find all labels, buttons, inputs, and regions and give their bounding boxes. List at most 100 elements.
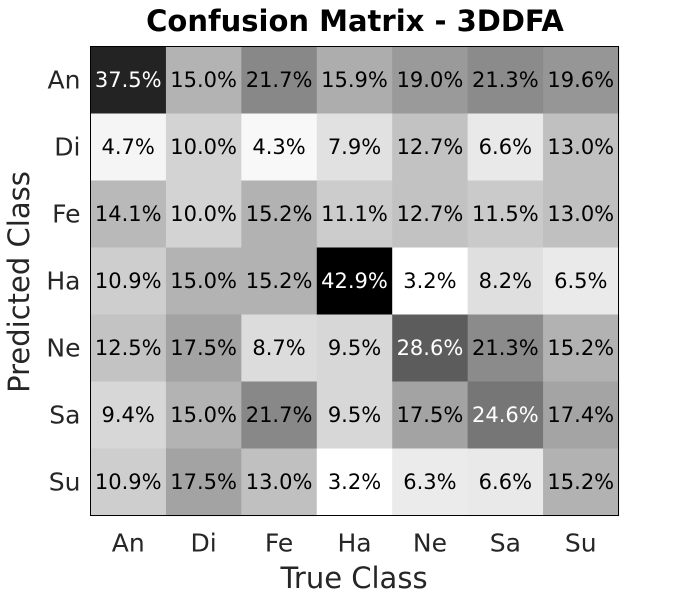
cell-value-label: 9.5% — [328, 403, 381, 427]
heatmap-cell-di-sa — [467, 113, 544, 182]
heatmap-cell-sa-su — [543, 381, 620, 450]
cell-value-label: 9.5% — [328, 336, 381, 360]
x-tick-label-an: An — [112, 529, 145, 558]
heatmap-cell-su-ne — [392, 448, 469, 517]
cell-value-label: 21.7% — [246, 403, 313, 427]
cell-value-label: 15.0% — [170, 68, 237, 92]
heatmap-cell-sa-di — [165, 381, 242, 450]
y-axis-tick-labels: An Di Fe Ha Ne Sa Su — [46, 66, 80, 497]
y-tick-label-an: An — [48, 66, 81, 95]
cell-value-label: 15.2% — [547, 336, 614, 360]
cell-value-label: 17.5% — [397, 403, 464, 427]
cell-value-label: 3.2% — [403, 269, 456, 293]
cell-value-label: 6.3% — [403, 470, 456, 494]
heatmap-cell-ha-sa — [467, 247, 544, 316]
cell-value-label: 10.0% — [170, 202, 237, 226]
cell-value-label: 7.9% — [328, 135, 381, 159]
heatmap-cell-fe-ha — [316, 180, 393, 249]
heatmap-cell-ha-su — [543, 247, 620, 316]
heatmap-cell-di-ha — [316, 113, 393, 182]
heatmap-cell-su-ha — [316, 448, 393, 517]
cell-value-label: 42.9% — [321, 269, 388, 293]
x-tick-label-su: Su — [565, 529, 597, 558]
heatmap-cell-sa-an — [90, 381, 167, 450]
x-tick-label-fe: Fe — [265, 529, 293, 558]
heatmap-cell-ha-an — [90, 247, 167, 316]
y-tick-label-fe: Fe — [52, 200, 80, 229]
heatmap-cell-su-sa — [467, 448, 544, 517]
cell-value-label: 12.7% — [397, 202, 464, 226]
cell-value-label: 17.5% — [170, 470, 237, 494]
heatmap-cell-di-su — [543, 113, 620, 182]
cell-value-label: 11.1% — [321, 202, 388, 226]
cell-value-label: 37.5% — [95, 68, 162, 92]
cell-value-label: 10.0% — [170, 135, 237, 159]
x-tick-label-ne: Ne — [413, 529, 447, 558]
cell-value-label: 12.5% — [95, 336, 162, 360]
cell-value-label: 10.9% — [95, 269, 162, 293]
x-tick-label-sa: Sa — [490, 529, 521, 558]
heatmap-cell-sa-sa — [467, 381, 544, 450]
cell-value-label: 10.9% — [95, 470, 162, 494]
cell-value-label: 15.2% — [246, 269, 313, 293]
heatmap-cell-ha-ne — [392, 247, 469, 316]
heatmap-cell-ne-fe — [241, 314, 318, 383]
heatmap-cell-su-di — [165, 448, 242, 517]
cell-value-label: 28.6% — [397, 336, 464, 360]
cell-value-label: 6.6% — [479, 470, 532, 494]
cell-value-label: 15.0% — [170, 269, 237, 293]
y-tick-label-ha: Ha — [46, 267, 80, 296]
heatmap-cell-ne-sa — [467, 314, 544, 383]
cell-value-label: 21.3% — [472, 336, 539, 360]
cell-value-label: 4.3% — [252, 135, 305, 159]
heatmap-cell-sa-fe — [241, 381, 318, 450]
cell-value-label: 15.2% — [246, 202, 313, 226]
heatmap-cell-an-di — [165, 46, 242, 115]
heatmap-cell-fe-fe — [241, 180, 318, 249]
y-tick-label-ne: Ne — [46, 334, 80, 363]
cell-value-label: 17.5% — [170, 336, 237, 360]
heatmap-cell-di-ne — [392, 113, 469, 182]
heatmap-cell-fe-su — [543, 180, 620, 249]
cell-value-label: 6.5% — [554, 269, 607, 293]
x-axis-label: True Class — [279, 561, 427, 595]
heatmap-cell-ne-ha — [316, 314, 393, 383]
cell-value-label: 21.3% — [472, 68, 539, 92]
chart-title: Confusion Matrix - 3DDFA — [146, 4, 564, 38]
cell-value-label: 11.5% — [472, 202, 539, 226]
heatmap-cell-labels: 37.5% 15.0% 21.7% 15.9% 19.0% 21.3% 19.6% 4.7% 1… — [95, 68, 614, 494]
heatmap-cell-di-di — [165, 113, 242, 182]
y-axis-label: Predicted Class — [2, 171, 36, 393]
x-tick-label-di: Di — [191, 529, 217, 558]
cell-value-label: 12.7% — [397, 135, 464, 159]
cell-value-label: 6.6% — [479, 135, 532, 159]
cell-value-label: 15.9% — [321, 68, 388, 92]
x-tick-label-ha: Ha — [337, 529, 371, 558]
cell-value-label: 24.6% — [472, 403, 539, 427]
heatmap-cell-di-an — [90, 113, 167, 182]
heatmap-cell-an-an — [90, 46, 167, 115]
heatmap-cell-ne-an — [90, 314, 167, 383]
cell-value-label: 19.0% — [397, 68, 464, 92]
heatmap-cell-fe-di — [165, 180, 242, 249]
cell-value-label: 3.2% — [328, 470, 381, 494]
heatmap-cell-di-fe — [241, 113, 318, 182]
y-tick-label-su: Su — [49, 468, 81, 497]
cell-value-label: 15.2% — [547, 470, 614, 494]
cell-value-label: 13.0% — [246, 470, 313, 494]
heatmap-cell-fe-ne — [392, 180, 469, 249]
cell-value-label: 15.0% — [170, 403, 237, 427]
heatmap-cell-sa-ha — [316, 381, 393, 450]
heatmap-cell-ha-fe — [241, 247, 318, 316]
heatmap-cell-an-fe — [241, 46, 318, 115]
plot-frame — [90, 46, 619, 516]
cell-value-label: 8.7% — [252, 336, 305, 360]
y-tick-label-di: Di — [54, 133, 80, 162]
heatmap-cell-fe-an — [90, 180, 167, 249]
cell-value-label: 17.4% — [547, 403, 614, 427]
cell-value-label: 9.4% — [102, 403, 155, 427]
cell-value-label: 13.0% — [547, 135, 614, 159]
cell-value-label: 4.7% — [102, 135, 155, 159]
x-axis-tick-labels: An Di Fe Ha Ne Sa Su — [112, 529, 597, 558]
